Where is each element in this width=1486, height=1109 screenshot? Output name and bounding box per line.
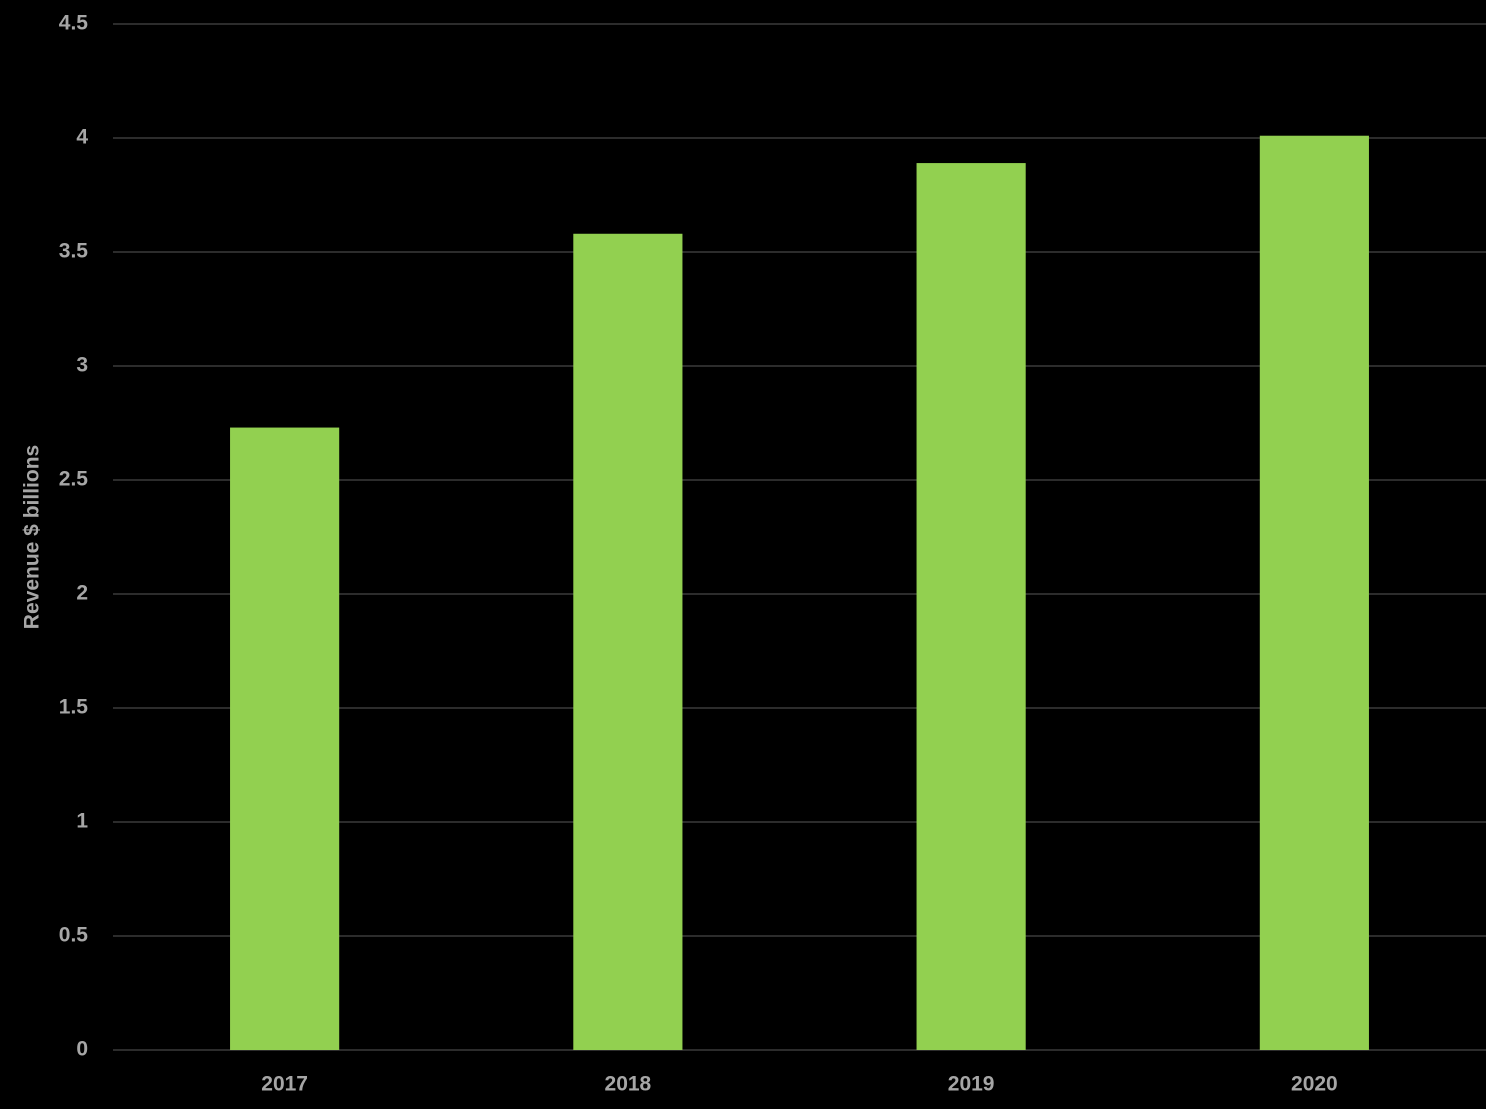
y-tick-label: 3 [76,354,88,377]
bar [916,163,1026,1050]
bar [1259,135,1369,1051]
x-tick-label: 2020 [1291,1073,1338,1096]
y-axis-title: Revenue $ billions [21,445,44,629]
x-tick-label: 2019 [948,1073,995,1096]
y-tick-label: 2.5 [59,468,89,491]
x-tick-label: 2018 [605,1073,652,1096]
bar [230,427,340,1050]
y-tick-label: 3.5 [59,240,89,263]
y-tick-label: 0.5 [59,924,89,947]
y-tick-label: 4.5 [59,12,89,35]
y-tick-label: 4 [76,126,88,149]
y-tick-label: 1 [76,810,88,833]
y-tick-label: 0 [76,1038,88,1061]
x-tick-label: 2017 [261,1073,308,1096]
y-tick-label: 2 [76,582,88,605]
bar [573,233,683,1050]
y-tick-label: 1.5 [59,696,89,719]
